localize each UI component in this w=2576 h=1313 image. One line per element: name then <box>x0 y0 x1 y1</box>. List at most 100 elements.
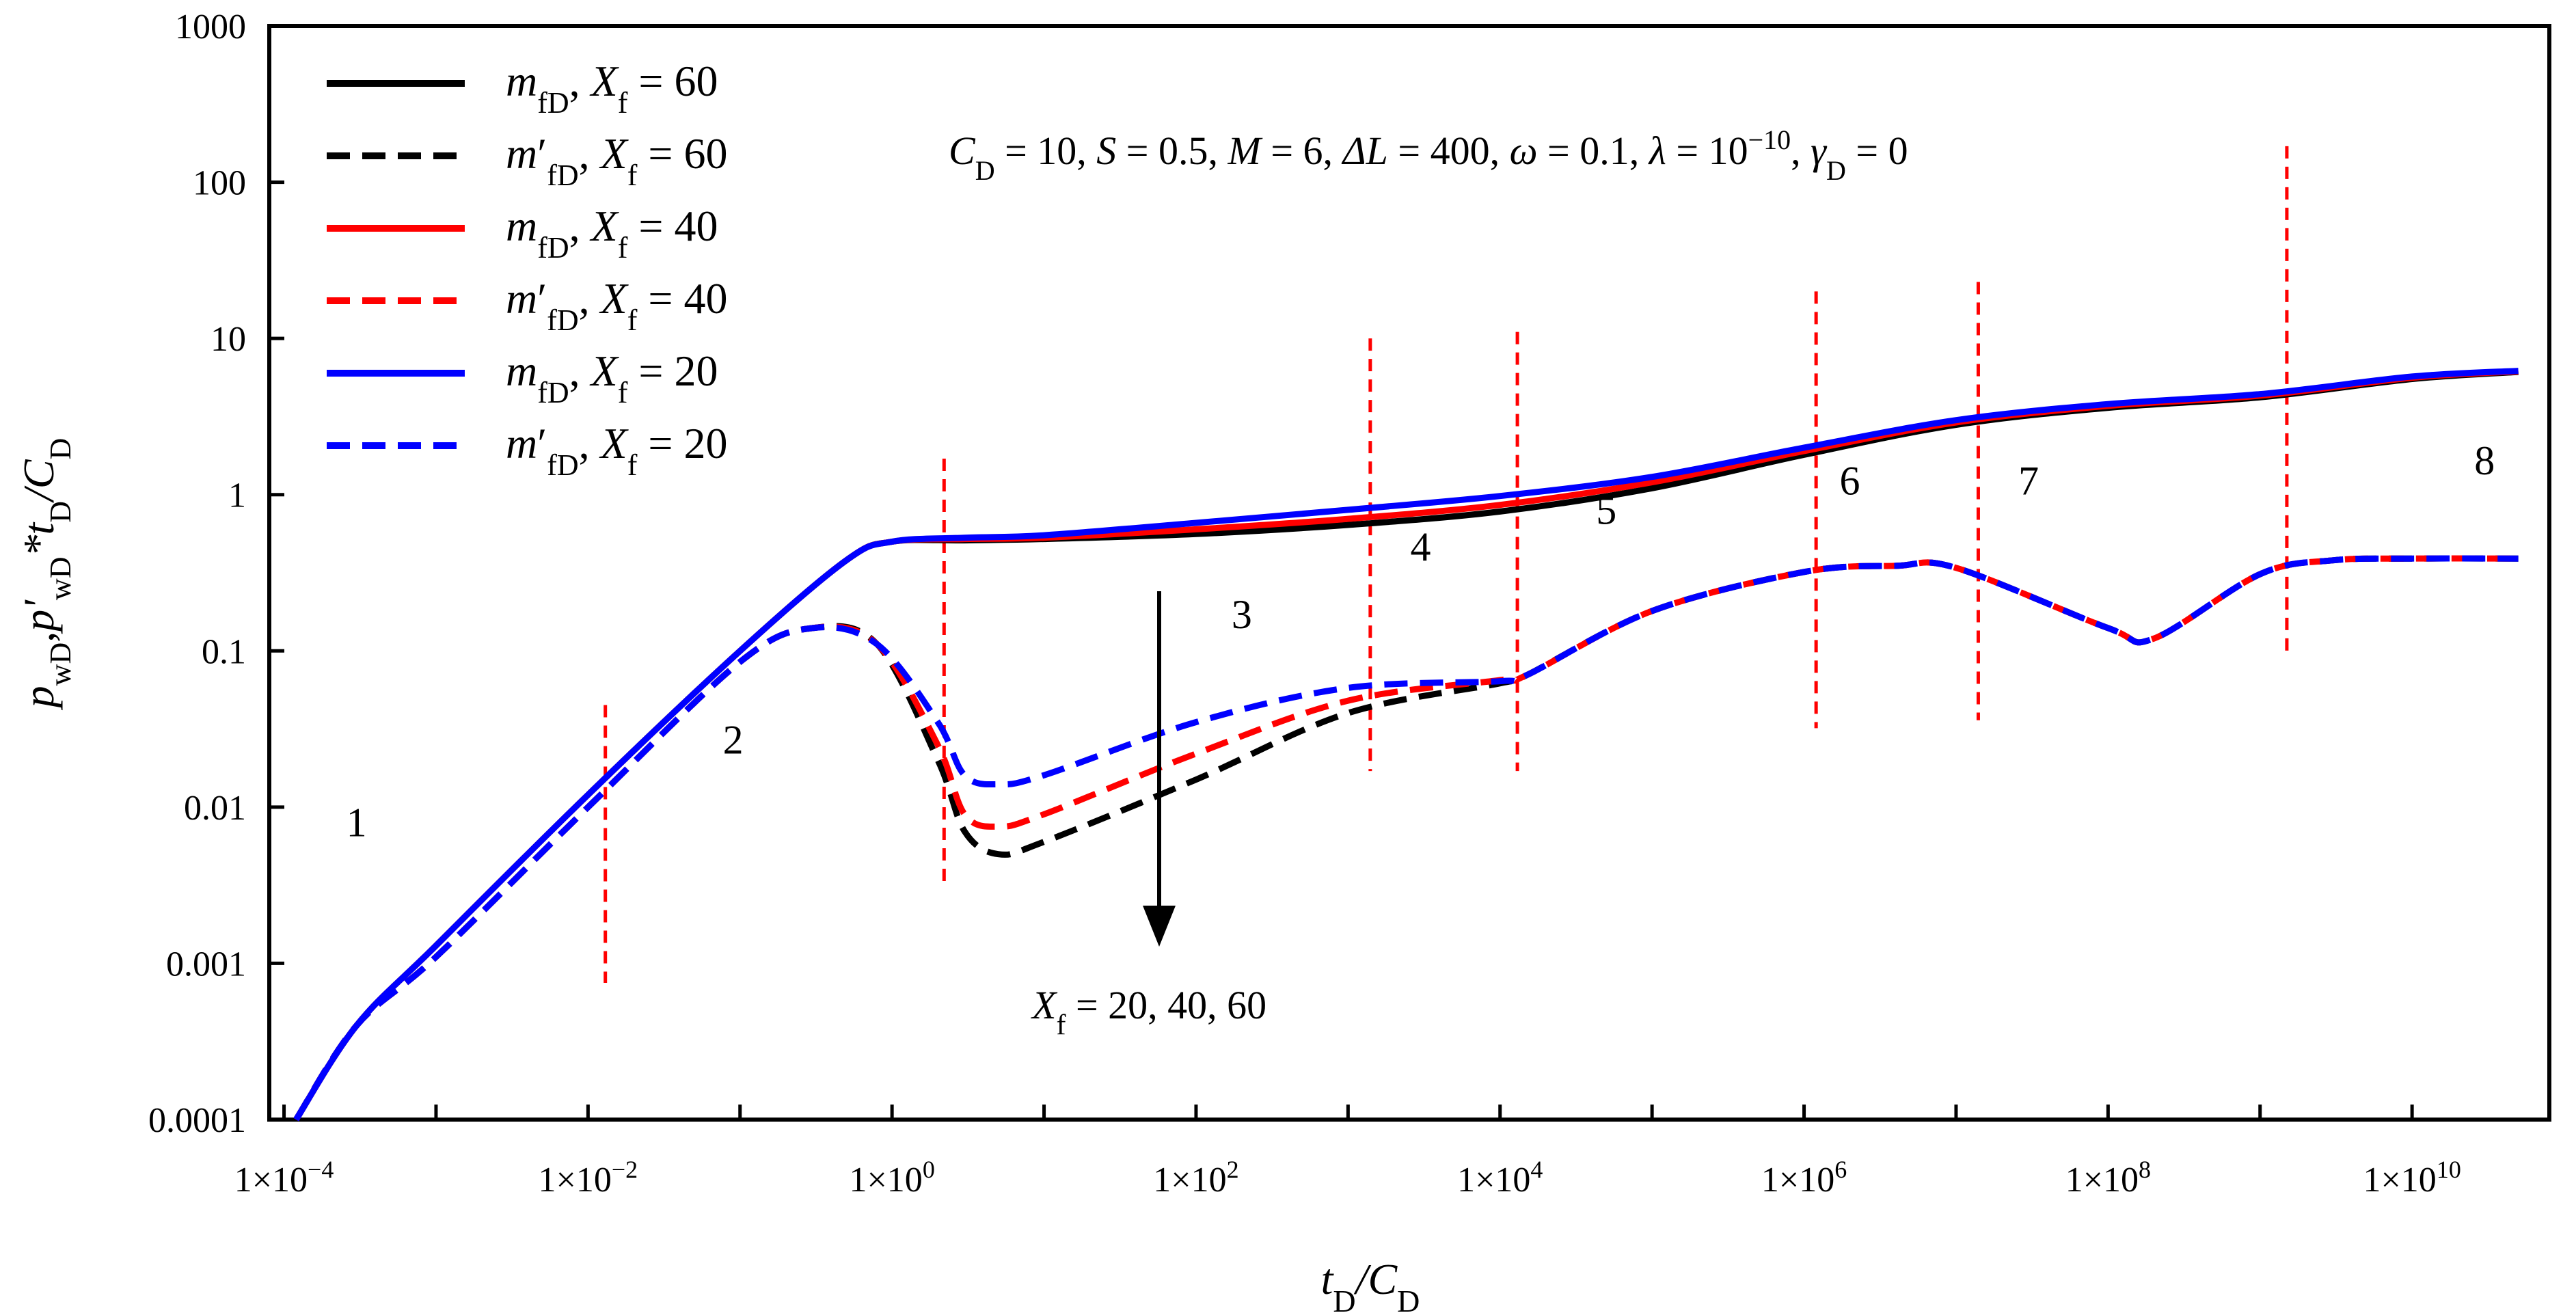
series-line-6 <box>293 555 2519 1122</box>
x-title-sep: /C <box>1354 1255 1398 1303</box>
x-tick-label: 1×102 <box>1153 1156 1238 1200</box>
y-title-d1: D <box>44 501 77 523</box>
param-gamma-sub: D <box>1826 155 1846 186</box>
y-title-sepc: /C <box>14 459 63 503</box>
x-title-sub1: D <box>1333 1284 1355 1313</box>
legend-label-part: ′ <box>537 419 547 468</box>
legend-label: m′fD, Xf = 60 <box>506 129 728 192</box>
param-cd-val: = 10, <box>995 128 1097 173</box>
x-tick-mantissa: 1×10 <box>539 1161 612 1200</box>
x-tick-mantissa: 1×10 <box>2363 1161 2436 1200</box>
y-tick-label: 0.01 <box>184 789 246 828</box>
legend-label: m′fD, Xf = 20 <box>506 419 728 482</box>
arrow-label-values: = 20, 40, 60 <box>1066 983 1266 1027</box>
x-tick-label: 1×106 <box>1761 1156 1847 1200</box>
legend-label: mfD, Xf = 20 <box>506 347 718 409</box>
param-gamma-val: = 0 <box>1846 128 1908 173</box>
x-tick-labels: 1×10−4 1×10−2 1×100 1×102 1×104 1×106 1×108 1×1… <box>234 1156 2461 1200</box>
region-label: 4 <box>1410 524 1431 569</box>
legend-label-part: X <box>599 129 629 178</box>
legend-label-part: f <box>627 303 638 337</box>
legend-item: m′fD, Xf = 40 <box>327 274 728 337</box>
series-line-1 <box>293 368 2519 1122</box>
param-m-val: = 6, <box>1261 128 1343 173</box>
x-tick-exponent: 10 <box>2437 1156 2461 1183</box>
legend-label-part: fD <box>537 231 569 265</box>
x-tick-label: 1×1010 <box>2363 1156 2460 1200</box>
region-label: 1 <box>347 800 367 845</box>
region-label: 5 <box>1596 487 1616 532</box>
legend-label-part: fD <box>537 376 569 409</box>
legend-label-part: fD <box>547 159 578 192</box>
x-title-t: t <box>1321 1255 1335 1303</box>
x-tick-exponent: 6 <box>1834 1156 1847 1183</box>
param-dl: ΔL <box>1342 128 1388 173</box>
y-tick-label: 10 <box>211 320 246 359</box>
y-title-pp: p' <box>14 599 63 634</box>
x-tick-mantissa: 1×10 <box>1761 1161 1834 1200</box>
param-s: S <box>1096 128 1116 173</box>
param-lambda-sep: , <box>1791 128 1811 173</box>
y-title-d2: D <box>44 438 77 460</box>
legend-label-part: fD <box>537 86 569 120</box>
y-tick-labels: 0.0001 0.001 0.01 0.1 1 10 100 1000 <box>148 8 246 1140</box>
y-title-comma: , <box>14 632 63 642</box>
y-title-star: *t <box>14 522 63 557</box>
param-s-val: = 0.5, <box>1116 128 1228 173</box>
x-tick-mantissa: 1×10 <box>2065 1161 2139 1200</box>
legend-label-part: f <box>627 448 638 482</box>
arrow-label-x: X <box>1031 983 1058 1027</box>
legend-label-part: , <box>569 202 591 250</box>
y-title-wd2: wD <box>44 557 77 601</box>
param-gamma: γ <box>1811 128 1828 173</box>
param-cd: C <box>949 128 976 173</box>
param-omega: ω <box>1510 128 1538 173</box>
legend-label-part: ′ <box>537 274 547 323</box>
y-axis-title: pwD,p'wD*tD/CD <box>14 438 77 711</box>
param-lambda-val: = 10 <box>1666 128 1748 173</box>
legend-label-part: = 20 <box>637 419 727 468</box>
legend-label-part: m <box>506 129 537 178</box>
legend-label-part: m <box>506 419 537 468</box>
series-line-3 <box>293 368 2519 1122</box>
legend-label: mfD, Xf = 40 <box>506 202 718 265</box>
parameters-text: CD = 10, S = 0.5, M = 6, ΔL = 400, ω = 0… <box>949 124 1908 186</box>
x-tick-label: 1×100 <box>849 1156 934 1200</box>
y-tick-label: 1000 <box>175 8 246 46</box>
y-tick-label: 0.0001 <box>148 1101 246 1140</box>
x-tick-label: 1×10−2 <box>539 1156 638 1200</box>
y-title-wd: wD <box>44 642 77 686</box>
region-label: 8 <box>2474 438 2495 483</box>
param-cd-sub: D <box>975 155 995 186</box>
x-tick-exponent: −2 <box>612 1156 638 1183</box>
legend-label-part: X <box>599 419 629 468</box>
x-tick-exponent: 4 <box>1530 1156 1543 1183</box>
arrow-label-x-sub: f <box>1056 1010 1066 1041</box>
legend-label-part: = 40 <box>627 202 718 250</box>
x-tick-exponent: −4 <box>308 1156 334 1183</box>
region-label: 2 <box>723 718 744 763</box>
legend-label-part: m <box>506 57 537 105</box>
legend-label-part: fD <box>547 448 578 482</box>
region-label: 6 <box>1840 459 1860 504</box>
legend-item: m′fD, Xf = 20 <box>327 419 728 482</box>
legend-label-part: , <box>569 57 591 105</box>
x-axis-title: tD/CD <box>1321 1255 1420 1313</box>
legend-label-part: X <box>589 57 620 105</box>
legend-label-part: f <box>618 231 628 265</box>
x-tick-exponent: 2 <box>1227 1156 1239 1183</box>
x-tick-label: 1×10−4 <box>234 1156 334 1200</box>
legend-label-part: , <box>569 347 591 395</box>
y-tick-label: 0.1 <box>202 632 246 671</box>
x-title-sub2: D <box>1397 1284 1420 1313</box>
series-line-4 <box>293 555 2519 1122</box>
legend-label-part: = 20 <box>627 347 718 395</box>
series-line-2 <box>293 555 2519 1122</box>
param-omega-val: = 0.1, <box>1538 128 1649 173</box>
legend-label-part: , <box>579 129 601 178</box>
plot-frame <box>267 24 2551 1122</box>
region-label: 3 <box>1232 592 1252 637</box>
legend-label-part: X <box>589 202 620 250</box>
region-dividers <box>604 146 2289 983</box>
